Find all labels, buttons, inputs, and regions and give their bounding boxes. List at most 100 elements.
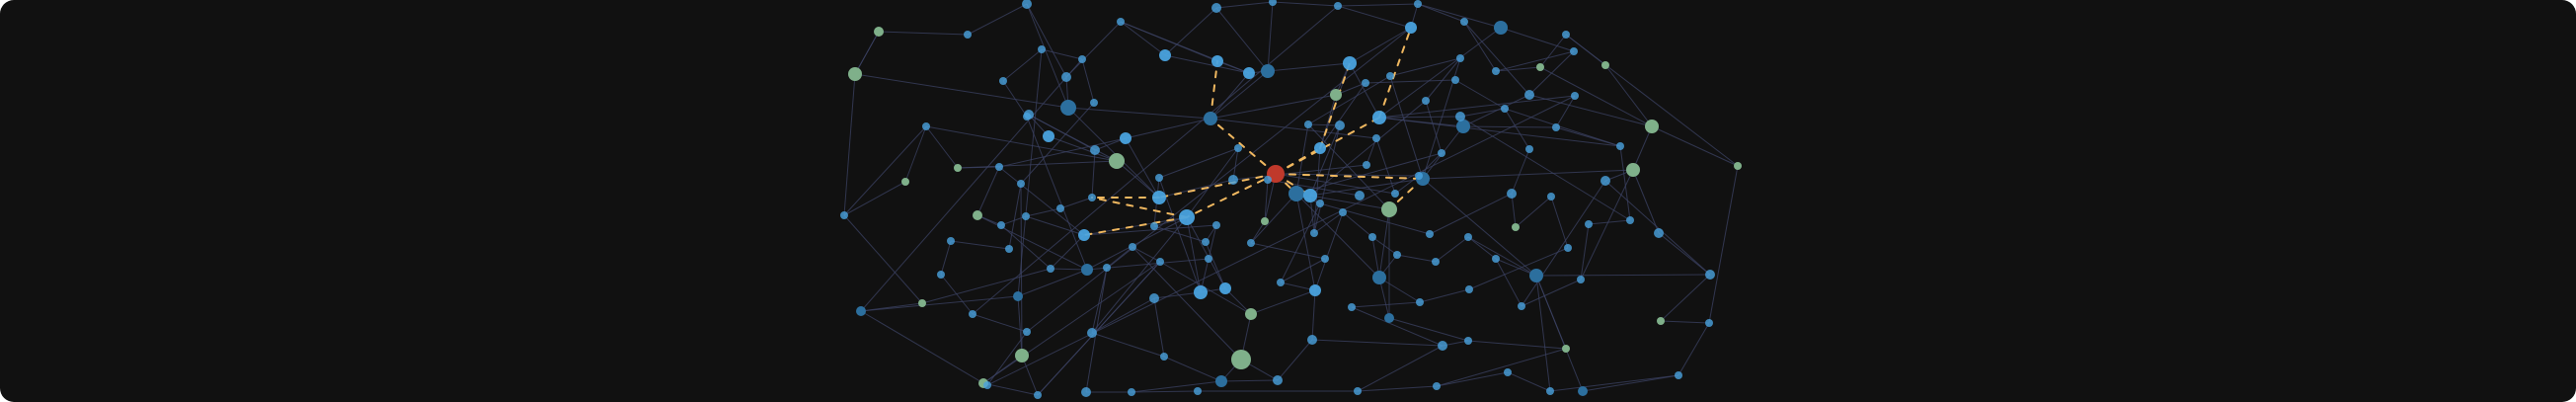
graph-node[interactable] xyxy=(1219,282,1231,294)
graph-node[interactable] xyxy=(1547,193,1555,201)
graph-node[interactable] xyxy=(856,306,866,316)
graph-node[interactable] xyxy=(1705,270,1715,280)
graph-node[interactable] xyxy=(848,67,862,81)
graph-node[interactable] xyxy=(922,122,930,130)
graph-node[interactable] xyxy=(1564,244,1572,252)
graph-node[interactable] xyxy=(1212,221,1220,229)
graph-node[interactable] xyxy=(1372,271,1386,284)
graph-node[interactable] xyxy=(1314,142,1326,154)
graph-node[interactable] xyxy=(1015,349,1029,362)
graph-node[interactable] xyxy=(1310,229,1318,237)
graph-node[interactable] xyxy=(1384,313,1394,323)
graph-node[interactable] xyxy=(1645,120,1659,133)
graph-node[interactable] xyxy=(1330,89,1342,101)
graph-node[interactable] xyxy=(1386,72,1394,80)
graph-node[interactable] xyxy=(1056,204,1064,212)
graph-node[interactable] xyxy=(1368,233,1376,241)
graph-node[interactable] xyxy=(1202,238,1210,246)
graph-node[interactable] xyxy=(947,237,955,245)
graph-node[interactable] xyxy=(1601,61,1609,69)
graph-node[interactable] xyxy=(1309,284,1321,296)
graph-node[interactable] xyxy=(1355,191,1365,201)
graph-node[interactable] xyxy=(1562,31,1570,39)
graph-node[interactable] xyxy=(1043,130,1054,142)
graph-node[interactable] xyxy=(1438,341,1447,351)
graph-node[interactable] xyxy=(1060,100,1076,116)
graph-node[interactable] xyxy=(901,178,909,186)
graph-node[interactable] xyxy=(1552,123,1560,131)
graph-node[interactable] xyxy=(1432,258,1440,266)
graph-node[interactable] xyxy=(1571,92,1579,100)
graph-node[interactable] xyxy=(1277,279,1285,286)
graph-node[interactable] xyxy=(1348,303,1356,311)
graph-node[interactable] xyxy=(1245,308,1257,320)
graph-node[interactable] xyxy=(1363,161,1370,169)
graph-node[interactable] xyxy=(1504,368,1512,376)
graph-node[interactable] xyxy=(1335,121,1345,130)
graph-node[interactable] xyxy=(1391,190,1399,198)
graph-node[interactable] xyxy=(1585,220,1593,228)
graph-node[interactable] xyxy=(1088,194,1096,201)
graph-node[interactable] xyxy=(1034,391,1042,399)
graph-node[interactable] xyxy=(1524,90,1534,100)
graph-node[interactable] xyxy=(1600,176,1610,186)
graph-node[interactable] xyxy=(1090,145,1100,155)
graph-node[interactable] xyxy=(1438,149,1445,157)
graph-node[interactable] xyxy=(1160,353,1168,361)
graph-node[interactable] xyxy=(1616,142,1624,150)
graph-node[interactable] xyxy=(1264,176,1272,184)
graph-node[interactable] xyxy=(1518,302,1525,310)
graph-node[interactable] xyxy=(1013,291,1023,301)
graph-node[interactable] xyxy=(1451,76,1459,84)
graph-node[interactable] xyxy=(1194,387,1202,395)
graph-node[interactable] xyxy=(1422,97,1430,105)
graph-node[interactable] xyxy=(954,164,962,172)
graph-node[interactable] xyxy=(1734,162,1742,170)
graph-node[interactable] xyxy=(1023,328,1031,336)
graph-node[interactable] xyxy=(1103,264,1111,272)
graph-node[interactable] xyxy=(1316,200,1324,207)
graph-node[interactable] xyxy=(1023,113,1031,121)
graph-node[interactable] xyxy=(1525,145,1533,153)
graph-node[interactable] xyxy=(1261,217,1269,225)
graph-node[interactable] xyxy=(1211,55,1223,67)
graph-node[interactable] xyxy=(1414,0,1422,8)
graph-node[interactable] xyxy=(1017,180,1025,188)
graph-node[interactable] xyxy=(1307,335,1317,345)
graph-node[interactable] xyxy=(1128,388,1135,396)
graph-node[interactable] xyxy=(1129,243,1136,251)
graph-node[interactable] xyxy=(1194,285,1208,299)
graph-node[interactable] xyxy=(1455,112,1465,121)
graph-node[interactable] xyxy=(1626,163,1640,177)
graph-node[interactable] xyxy=(964,31,972,39)
graph-node[interactable] xyxy=(1179,209,1195,225)
graph-node[interactable] xyxy=(1433,382,1441,390)
graph-node[interactable] xyxy=(1372,134,1380,142)
graph-node[interactable] xyxy=(1577,276,1585,283)
graph-node[interactable] xyxy=(1416,298,1424,306)
graph-node[interactable] xyxy=(1654,228,1664,238)
graph-node[interactable] xyxy=(1061,72,1071,82)
graph-node[interactable] xyxy=(1381,201,1397,217)
graph-node[interactable] xyxy=(1546,387,1554,395)
graph-node[interactable] xyxy=(1005,245,1013,253)
graph-node[interactable] xyxy=(1657,317,1665,325)
graph-node[interactable] xyxy=(1456,54,1464,62)
graph-node[interactable] xyxy=(1117,18,1125,26)
graph-node[interactable] xyxy=(1078,229,1090,241)
graph-node[interactable] xyxy=(1536,63,1544,71)
graph-node[interactable] xyxy=(1321,255,1329,263)
graph-node[interactable] xyxy=(1426,230,1434,238)
graph-node[interactable] xyxy=(1405,22,1417,34)
graph-node[interactable] xyxy=(1234,144,1242,152)
graph-node[interactable] xyxy=(1494,21,1508,35)
graph-node[interactable] xyxy=(1273,375,1283,385)
graph-node[interactable] xyxy=(1465,285,1473,293)
graph-node[interactable] xyxy=(1304,121,1312,128)
graph-node[interactable] xyxy=(997,221,1005,229)
graph-node[interactable] xyxy=(1492,67,1500,75)
graph-node[interactable] xyxy=(874,27,884,37)
graph-node[interactable] xyxy=(1081,387,1091,397)
